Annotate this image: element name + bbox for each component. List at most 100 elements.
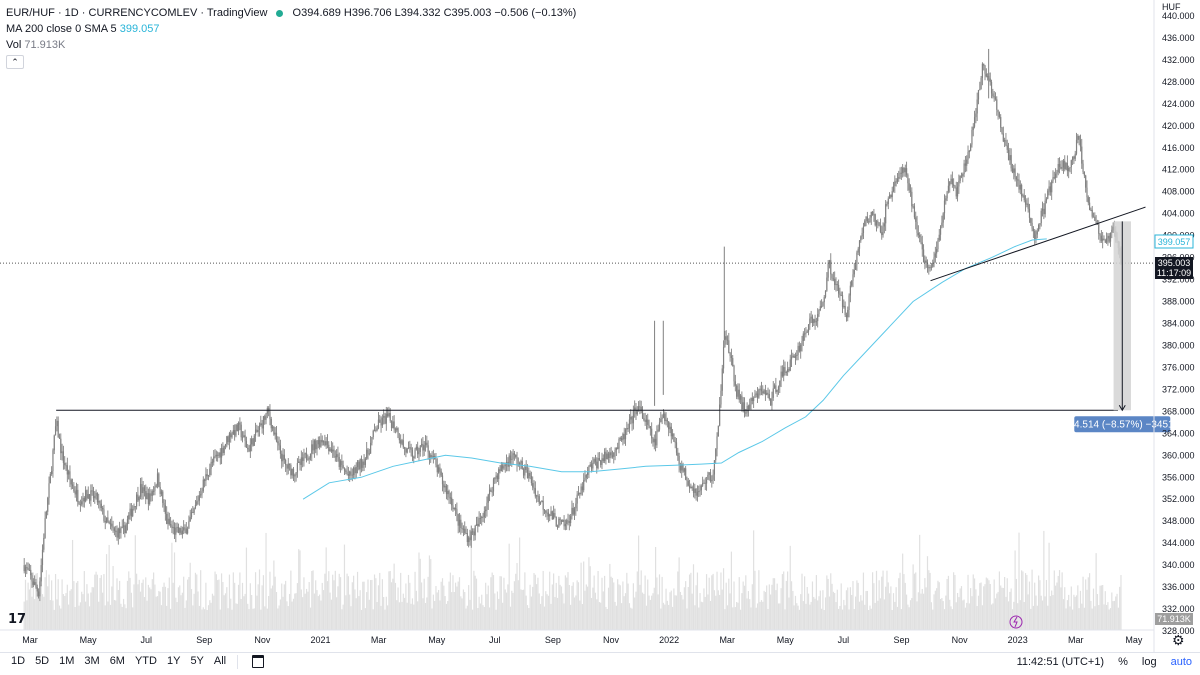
candle-body bbox=[1078, 135, 1080, 140]
candle-body bbox=[90, 490, 92, 501]
price-axis[interactable]: 328.000332.000336.000340.000344.000348.0… bbox=[1162, 11, 1195, 636]
range-button-1m[interactable]: 1M bbox=[59, 655, 75, 667]
symbol-title[interactable]: EUR/HUF · 1D · CURRENCYCOMLEV · TradingV… bbox=[6, 7, 268, 19]
range-button-ytd[interactable]: YTD bbox=[134, 655, 157, 667]
candle-body bbox=[575, 503, 577, 509]
candle-body bbox=[832, 278, 834, 280]
candle-body bbox=[465, 533, 467, 535]
candle-body bbox=[24, 567, 27, 572]
volume-bar bbox=[137, 584, 139, 630]
volume-bar bbox=[411, 598, 414, 630]
volume-bar bbox=[464, 592, 466, 630]
volume-bar bbox=[115, 600, 117, 630]
candle-body bbox=[209, 468, 211, 476]
ma-indicator-label[interactable]: MA 200 close 0 SMA 5 bbox=[6, 23, 117, 35]
percent-toggle[interactable]: % bbox=[1118, 656, 1128, 668]
candle-body bbox=[666, 419, 668, 422]
price-chart[interactable]: −34.514 (−8.57%) −3451.4 328.000332.0003… bbox=[0, 0, 1200, 652]
range-button-5y[interactable]: 5Y bbox=[190, 655, 204, 667]
volume-bar bbox=[269, 571, 271, 630]
candle-body bbox=[1023, 195, 1025, 201]
candle-body bbox=[219, 452, 221, 458]
calendar-icon[interactable] bbox=[252, 655, 265, 668]
candle-body bbox=[249, 444, 251, 452]
volume-bar bbox=[49, 600, 51, 630]
price-tick-label: 384.000 bbox=[1162, 319, 1195, 329]
candle-body bbox=[989, 78, 991, 83]
volume-bar bbox=[855, 596, 857, 630]
candle-body bbox=[537, 495, 539, 497]
volume-bar bbox=[537, 577, 539, 630]
volume-bar bbox=[1117, 607, 1119, 630]
volume-bar bbox=[211, 593, 214, 630]
range-button-1d[interactable]: 1D bbox=[11, 655, 26, 667]
time-axis[interactable]: Mar May Jul Sep Nov 2021 Mar May Jul Sep Nov 2022 Ma… bbox=[22, 635, 1143, 645]
candle-body bbox=[674, 441, 676, 443]
trendline[interactable] bbox=[930, 206, 1146, 282]
volume-bar bbox=[347, 576, 349, 630]
volume-bar bbox=[530, 596, 533, 630]
volume-bar bbox=[271, 585, 274, 630]
range-button-5d[interactable]: 5D bbox=[35, 655, 50, 667]
candle-body bbox=[226, 436, 228, 445]
volume-bar bbox=[232, 572, 234, 630]
clock-time[interactable]: 11:42:51 (UTC+1) bbox=[1016, 656, 1105, 668]
volume-bar bbox=[794, 595, 797, 630]
volume-bar bbox=[637, 535, 640, 630]
candle-body bbox=[657, 429, 659, 432]
candle-body bbox=[743, 402, 746, 413]
candle-body bbox=[610, 452, 612, 456]
candle-body bbox=[40, 565, 42, 582]
candle-body bbox=[175, 527, 177, 535]
volume-bar bbox=[134, 535, 136, 630]
volume-bar bbox=[308, 582, 310, 630]
volume-bar bbox=[41, 594, 44, 630]
volume-bar bbox=[1052, 595, 1054, 630]
candle-body bbox=[908, 183, 910, 191]
candle-body bbox=[474, 525, 476, 536]
volume-bar bbox=[146, 600, 148, 630]
range-button-6m[interactable]: 6M bbox=[109, 655, 125, 667]
auto-toggle[interactable]: auto bbox=[1170, 656, 1192, 668]
candle-body bbox=[631, 416, 633, 424]
range-button-3m[interactable]: 3M bbox=[84, 655, 100, 667]
log-toggle[interactable]: log bbox=[1141, 656, 1157, 668]
candle-body bbox=[1002, 133, 1004, 142]
price-range-measure[interactable]: −34.514 (−8.57%) −3451.4 bbox=[1063, 221, 1183, 433]
volume-bar bbox=[249, 583, 251, 630]
volume-bar bbox=[1069, 606, 1071, 630]
range-button-1y[interactable]: 1Y bbox=[166, 655, 181, 667]
lightning-icon[interactable] bbox=[1009, 615, 1023, 629]
measure-arrowhead bbox=[1118, 405, 1126, 412]
volume-bar bbox=[409, 582, 411, 630]
candle-body bbox=[406, 448, 408, 453]
gear-icon[interactable]: ⚙ bbox=[1172, 632, 1185, 648]
range-button-all[interactable]: All bbox=[213, 655, 227, 667]
volume-bar bbox=[886, 570, 888, 630]
volume-bar bbox=[405, 583, 407, 630]
candle-body bbox=[580, 486, 582, 495]
tradingview-logo-icon[interactable]: 17 bbox=[8, 612, 27, 627]
volume-bar bbox=[1111, 592, 1113, 630]
volume-bar bbox=[821, 608, 823, 630]
candle-body bbox=[320, 439, 322, 447]
volume-indicator-label[interactable]: Vol bbox=[6, 39, 22, 51]
collapse-legend-button[interactable]: ⌃ bbox=[6, 55, 24, 69]
candle-body bbox=[788, 369, 790, 371]
candle-body bbox=[363, 461, 365, 465]
candle-body bbox=[764, 390, 767, 395]
candle-body bbox=[881, 232, 883, 236]
volume-bar bbox=[1088, 573, 1091, 630]
volume-bar bbox=[770, 594, 772, 630]
volume-bar bbox=[309, 607, 312, 630]
candle-body bbox=[877, 221, 879, 223]
volume-bar bbox=[129, 577, 131, 630]
candle-body bbox=[1064, 160, 1066, 170]
volume-bar bbox=[1011, 609, 1014, 630]
volume-bar bbox=[189, 562, 191, 630]
volume-bar bbox=[838, 608, 840, 630]
candle-body bbox=[1000, 117, 1002, 128]
volume-bar bbox=[542, 570, 544, 630]
candle-body bbox=[533, 487, 535, 489]
volume-bar bbox=[359, 590, 361, 630]
